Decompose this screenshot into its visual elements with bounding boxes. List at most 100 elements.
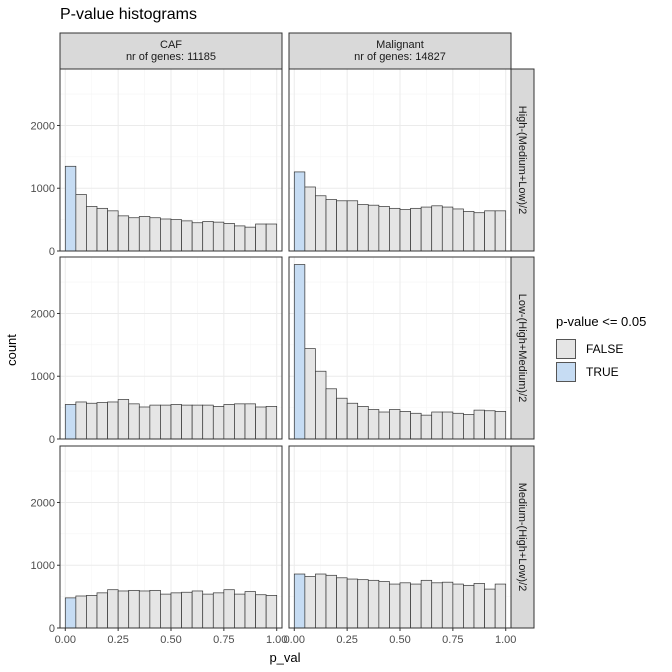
histogram-bar [315,573,327,629]
histogram-bar [441,411,454,440]
histogram-bar [223,404,235,440]
histogram-bar [170,404,182,440]
histogram-bar [389,583,401,629]
histogram-bar [431,411,443,440]
histogram-bar [160,404,172,440]
y-tick-label: 1000 [31,560,55,572]
histogram-bar [265,595,278,629]
histogram-bar [441,206,454,252]
histogram-bar [265,406,278,440]
histogram-bar [484,210,496,252]
histogram-bar [255,223,267,252]
histogram-bar [325,388,337,440]
histogram-bar [336,577,348,629]
histogram-bar [304,576,316,629]
histogram-bar [244,403,256,440]
y-tick-label: 2000 [31,120,55,132]
histogram-bar [96,402,108,440]
histogram-bar [170,219,182,252]
histogram-bar [160,593,172,629]
y-tick-label: 2000 [31,308,55,320]
histogram-bar [202,593,214,629]
legend-key-true [556,361,576,382]
facet-panel [288,68,512,252]
histogram-bar [336,200,348,252]
histogram-bar [138,590,151,629]
histogram-bar [452,208,464,252]
y-tick-label: 0 [49,434,55,446]
x-tick-label: 0.75 [213,634,234,646]
histogram-bar [223,589,235,629]
x-tick-label: 0.25 [336,634,357,646]
histogram-bar [191,404,204,440]
histogram-bar [138,216,151,252]
x-tick-label: 0.25 [107,634,128,646]
histogram-bar [463,414,475,440]
histogram-bar [96,592,108,629]
histogram-bar [325,199,337,252]
panel-border [288,68,512,252]
histogram-bar [399,209,411,252]
histogram-bar [389,207,401,252]
histogram-bar [234,403,246,440]
y-tick-label: 1000 [31,371,55,383]
histogram-bar [212,406,225,440]
histogram-bar [149,589,161,629]
histogram-bar [410,207,422,252]
legend-label-false: FALSE [586,341,624,356]
histogram-bar [357,579,369,629]
histogram-bar [473,409,485,440]
histogram-bar [181,404,193,440]
histogram-bar [410,583,422,629]
histogram-bar [212,221,225,252]
histogram-bar [357,406,369,440]
x-tick-label: 0.00 [284,634,305,646]
histogram-bar [441,581,454,629]
histogram-bar [234,225,246,252]
histogram-bar [212,592,225,629]
facet-panel: 0.00 0.25 0.50 0.75 1.00 [284,445,516,646]
legend-item-true: TRUE [556,360,646,383]
x-tick-label: 0.50 [160,634,181,646]
histogram-bar [128,403,140,440]
histogram-bar [484,410,496,440]
chart-title: P-value histograms [60,6,197,23]
y-tick-label: 2000 [31,497,55,509]
y-tick-label: 1000 [31,183,55,195]
y-tick-label: 0 [49,623,55,635]
x-tick-label: 0.50 [389,634,410,646]
histogram-bar [494,210,507,252]
legend-item-false: FALSE [556,337,646,360]
histogram-bar [494,411,507,440]
facet-panel [288,256,512,440]
histogram-bar [107,589,119,629]
histogram-bar [86,206,98,252]
histogram-bar [420,579,433,629]
histogram-bar [149,404,161,440]
histogram-bar [244,226,256,252]
histogram-bar [223,223,235,252]
legend-title: p-value <= 0.05 [556,314,647,329]
histogram-bar [484,588,496,629]
histogram-bar [463,584,475,629]
histogram-bar [473,212,485,252]
histogram-bar [64,165,77,252]
panel-border [288,256,512,440]
histogram-bar [160,218,172,252]
histogram-bar [255,406,267,440]
histogram-bar [75,401,87,440]
column-strip-label: CAF [160,39,182,51]
histogram-bar [75,595,87,629]
histogram-bar [255,594,267,629]
histogram-bar [346,578,359,629]
facet-panel: 0 1000 2000 [31,256,283,446]
panel-border [59,68,283,252]
histogram-bar [107,401,119,440]
histogram-bar [357,204,369,252]
histogram-bar [170,592,182,629]
histogram-bar [244,591,256,629]
histogram-bar [181,220,193,252]
